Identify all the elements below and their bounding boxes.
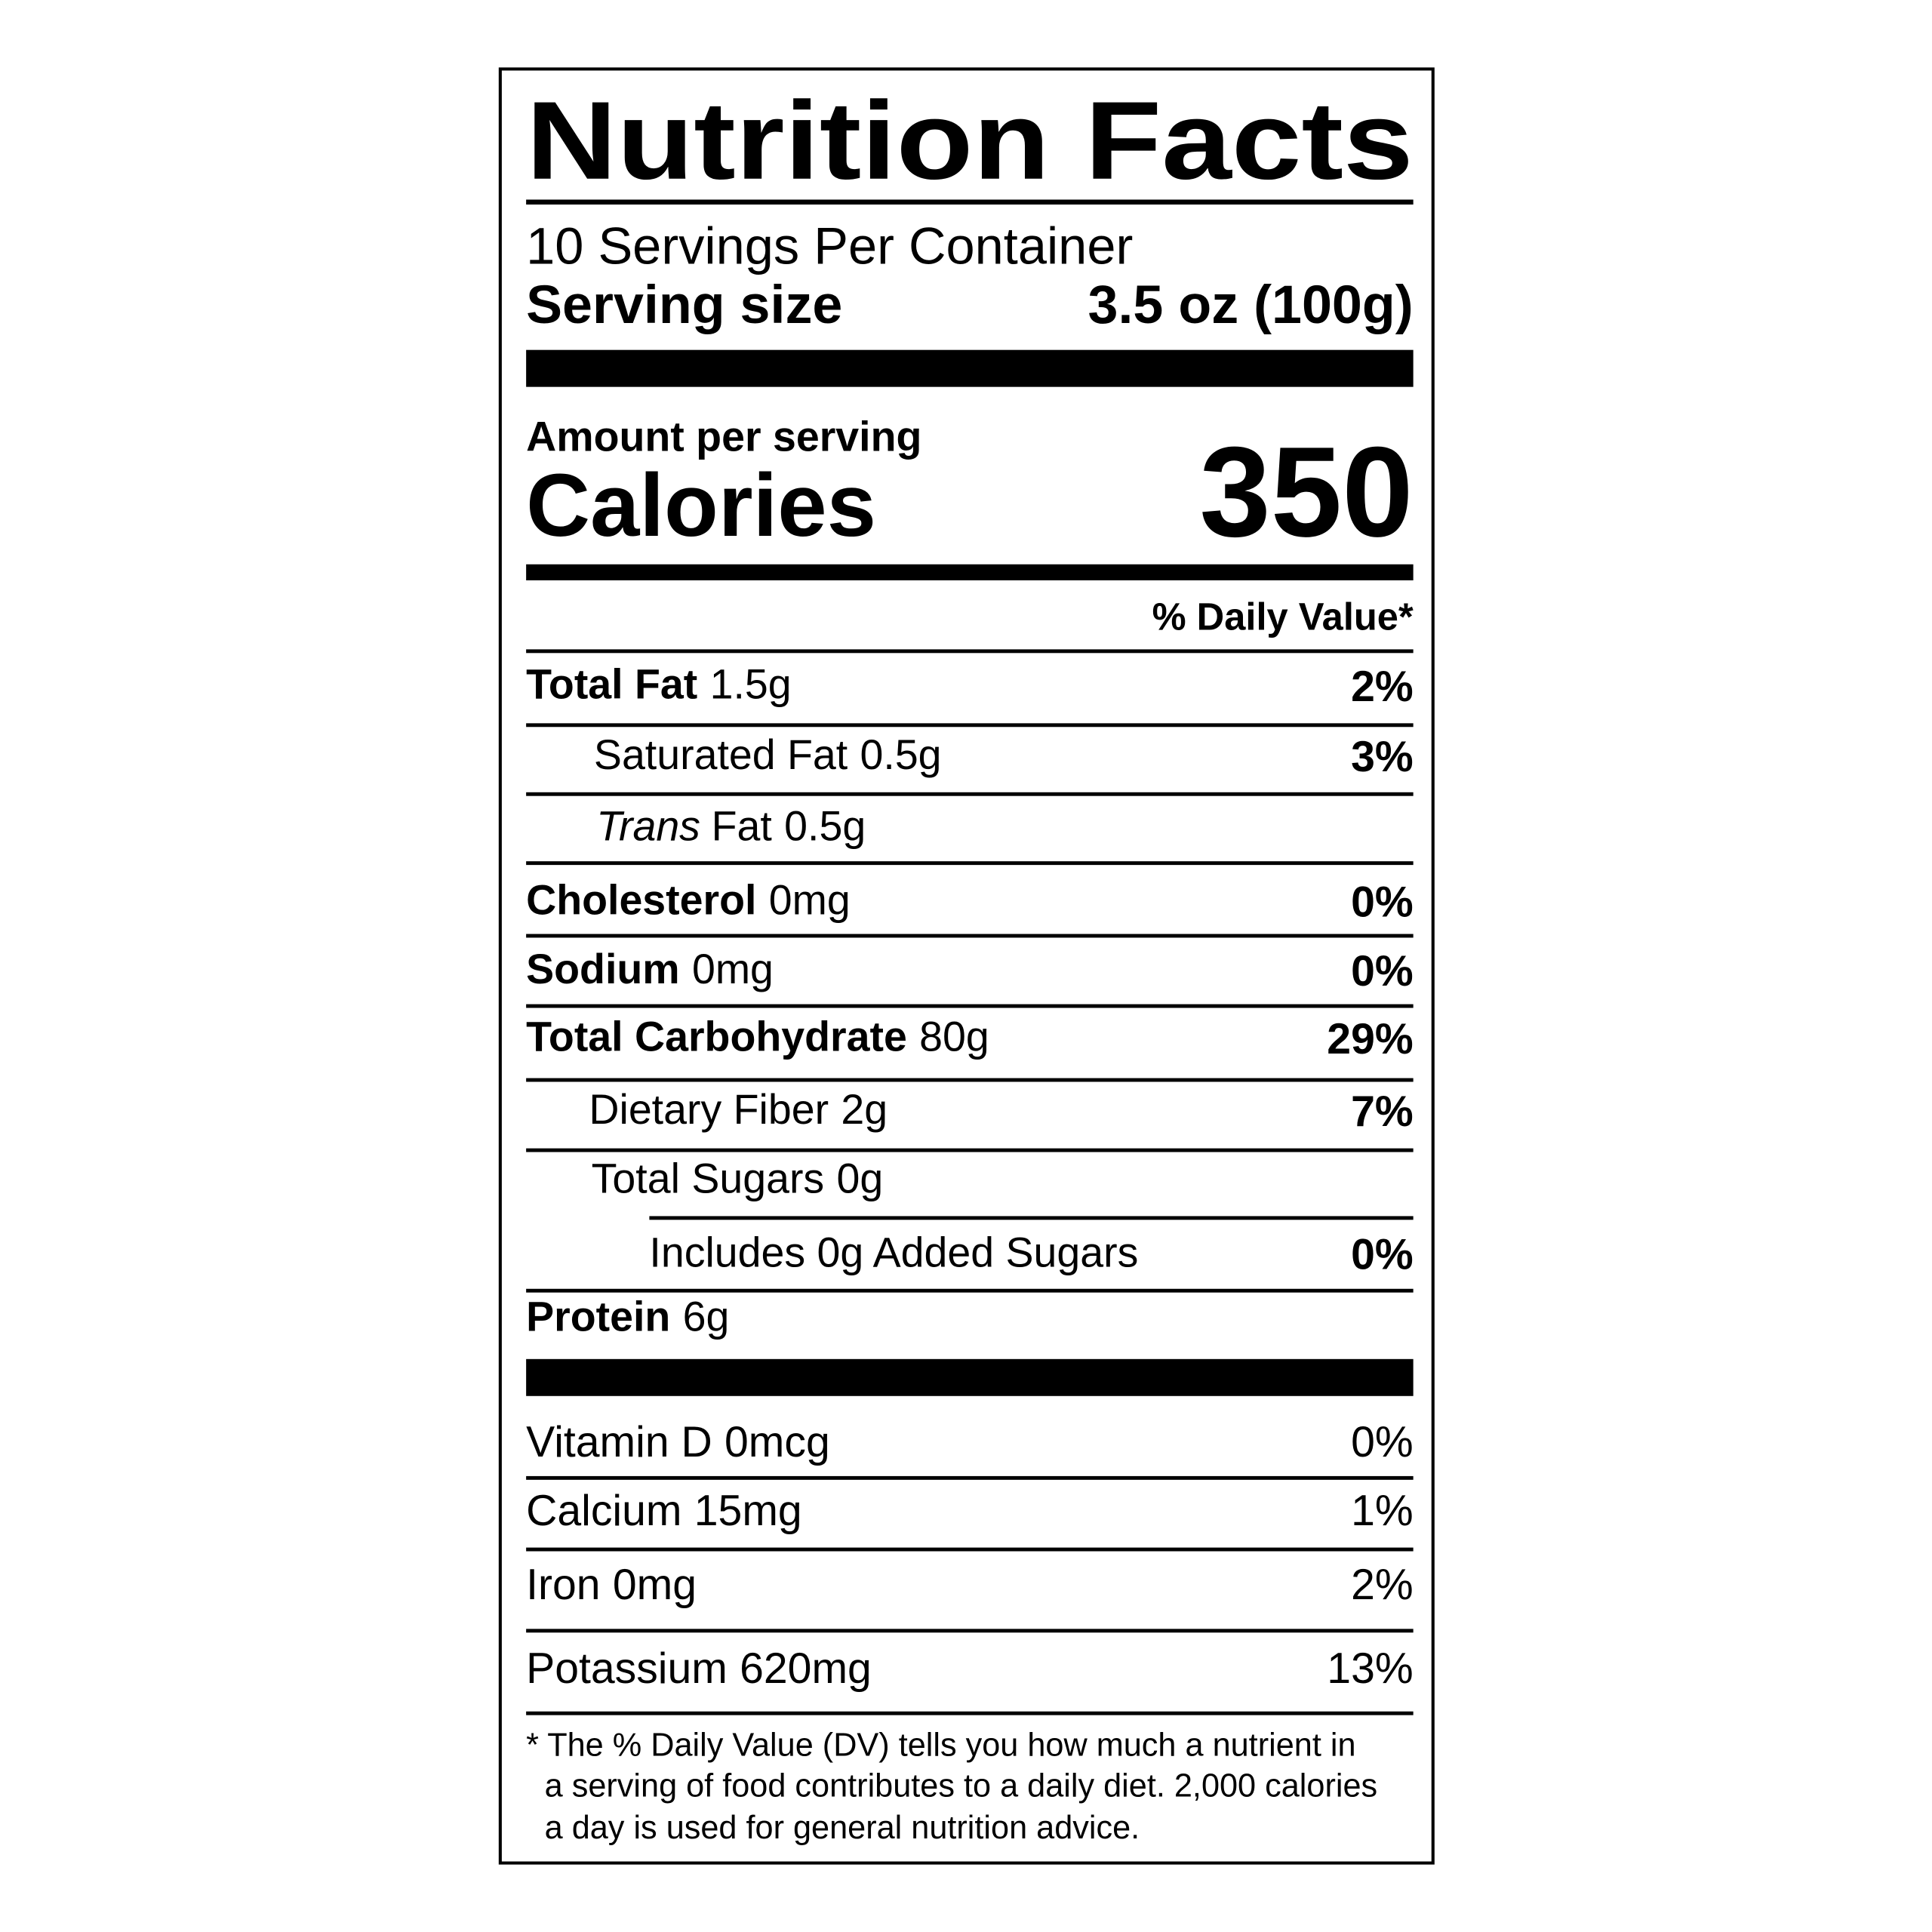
- nutrient-row: Cholesterol 0mg: [526, 876, 851, 923]
- servings: 10 Servings Per Container: [526, 217, 1133, 275]
- thick-bar: [526, 1358, 1414, 1396]
- nutrient-amount: 0.5g: [784, 802, 866, 849]
- nutrient-name: Fat: [712, 802, 773, 849]
- nutrient-name-italic: Trans: [596, 802, 700, 849]
- footnote-line: a serving of food contributes to a daily…: [545, 1767, 1378, 1804]
- label-body: Nutrition Facts 10 Servings Per Containe…: [498, 67, 1435, 1865]
- vitamin-row: Iron 0mg: [526, 1561, 697, 1609]
- divider: [526, 1078, 1414, 1082]
- divider: [526, 861, 1414, 866]
- title: Nutrition Facts: [526, 79, 1414, 203]
- nutrient-name: Protein: [526, 1293, 670, 1340]
- divider: [526, 1148, 1414, 1152]
- nutrient-name: Sodium: [526, 946, 680, 992]
- nutrient-daily-value: 7%: [1351, 1088, 1414, 1136]
- vitamin-daily-value: 13%: [1327, 1644, 1413, 1693]
- divider: [526, 1547, 1414, 1552]
- nutrient-name: Total Sugars: [592, 1155, 825, 1201]
- nutrient-name: Total Fat: [526, 661, 697, 708]
- nutrient-daily-value: 0%: [1351, 1231, 1414, 1279]
- vitamin-daily-value: 1%: [1351, 1487, 1414, 1535]
- nutrient-row: Includes 0g Added Sugars: [649, 1229, 1138, 1275]
- nutrient-name: Total Carbohydrate: [526, 1014, 907, 1060]
- serving-size-label: Serving size: [526, 275, 842, 335]
- footnote-line: a day is used for general nutrition advi…: [545, 1810, 1140, 1846]
- calories-label: Calories: [526, 456, 876, 555]
- nutrient-row: Total Carbohydrate 80g: [526, 1014, 989, 1060]
- vitamin-daily-value: 0%: [1351, 1418, 1414, 1466]
- nutrient-amount: 2g: [841, 1086, 888, 1133]
- divider: [649, 1216, 1414, 1220]
- medium-bar: [526, 564, 1414, 580]
- nutrient-name: Cholesterol: [526, 876, 756, 923]
- nutrient-amount: 6g: [683, 1293, 730, 1340]
- thick-bar: [526, 349, 1414, 387]
- nutrient-amount: 0.5g: [860, 731, 942, 778]
- vitamin-name: Calcium: [526, 1487, 681, 1535]
- divider: [526, 649, 1414, 654]
- vitamin-amount: 0mcg: [724, 1418, 830, 1466]
- divider: [526, 792, 1414, 796]
- vitamin-daily-value: 2%: [1351, 1561, 1414, 1609]
- vitamin-name: Potassium: [526, 1644, 728, 1693]
- divider: [526, 1711, 1414, 1715]
- divider: [526, 723, 1414, 728]
- vitamin-amount: 15mg: [694, 1487, 802, 1535]
- serving-size-value: 3.5 oz (100g): [1088, 275, 1414, 335]
- vitamin-row: Calcium 15mg: [526, 1487, 802, 1535]
- nutrient-amount: 80g: [919, 1014, 989, 1060]
- nutrient-row: Protein 6g: [526, 1293, 729, 1340]
- divider: [526, 1629, 1414, 1633]
- vitamin-row: Vitamin D 0mcg: [526, 1418, 830, 1466]
- nutrient-daily-value: 3%: [1351, 733, 1414, 781]
- nutrient-amount: 0mg: [692, 946, 774, 992]
- nutrient-row: Sodium 0mg: [526, 946, 774, 992]
- vitamin-name: Iron: [526, 1561, 600, 1609]
- vitamin-amount: 620mg: [740, 1644, 872, 1693]
- vitamin-amount: 0mg: [613, 1561, 697, 1609]
- nutrient-row: Total Fat 1.5g: [526, 661, 791, 708]
- vitamin-name: Vitamin D: [526, 1418, 712, 1466]
- nutrient-row: Trans Fat 0.5g: [596, 802, 866, 849]
- nutrient-amount: 0mg: [769, 876, 851, 923]
- label-border: [498, 67, 1435, 1865]
- nutrient-name: Saturated Fat: [594, 731, 848, 778]
- nutrient-row: Dietary Fiber 2g: [589, 1086, 888, 1133]
- divider: [526, 1475, 1414, 1480]
- footnote-line: * The % Daily Value (DV) tells you how m…: [526, 1727, 1355, 1764]
- divider: [526, 1004, 1414, 1008]
- divider: [526, 934, 1414, 938]
- daily-value-header: % Daily Value*: [1152, 595, 1414, 638]
- divider: [526, 199, 1414, 205]
- nutrient-name: Includes 0g Added Sugars: [649, 1229, 1138, 1275]
- nutrient-amount: 0g: [837, 1155, 884, 1201]
- nutrient-row: Saturated Fat 0.5g: [594, 731, 942, 778]
- amount-per-serving: Amount per serving: [526, 414, 921, 460]
- nutrient-name: Dietary Fiber: [589, 1086, 829, 1133]
- nutrient-daily-value: 0%: [1351, 947, 1414, 995]
- vitamin-row: Potassium 620mg: [526, 1644, 872, 1693]
- nutrient-amount: 1.5g: [710, 661, 792, 708]
- nutrient-row: Total Sugars 0g: [592, 1155, 884, 1201]
- calories-value: 350: [1199, 420, 1413, 563]
- divider: [526, 1288, 1414, 1293]
- nutrient-daily-value: 0%: [1351, 878, 1414, 927]
- nutrient-daily-value: 2%: [1351, 663, 1414, 711]
- nutrient-daily-value: 29%: [1327, 1015, 1413, 1063]
